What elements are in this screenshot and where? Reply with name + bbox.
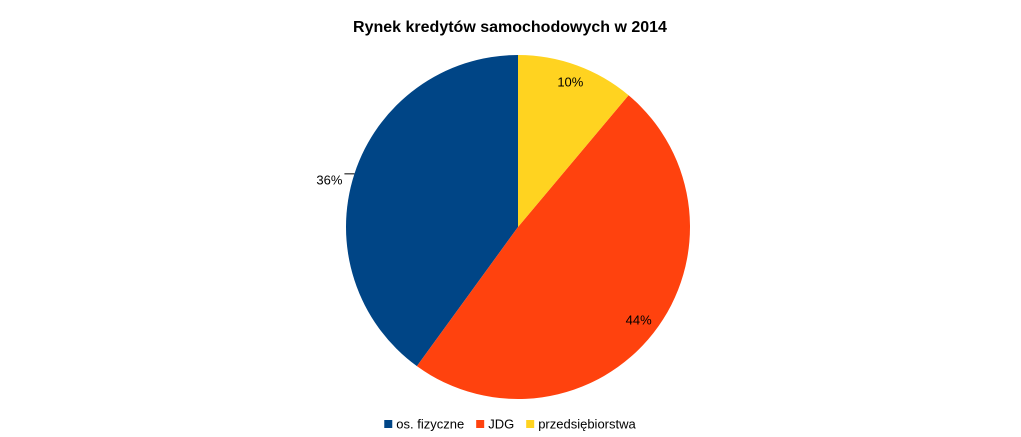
pie-slice xyxy=(518,55,629,227)
data-label: 44% xyxy=(626,313,652,328)
legend-label: JDG xyxy=(488,416,514,431)
legend-swatch xyxy=(476,420,485,428)
legend-swatch xyxy=(384,420,393,428)
data-label: 10% xyxy=(557,75,583,90)
chart-title: Rynek kredytów samochodowych w 2014 xyxy=(353,19,667,36)
pie-slice xyxy=(416,95,690,399)
legend-label: os. fizyczne xyxy=(396,416,464,431)
data-label: 36% xyxy=(316,172,342,187)
legend: os. fizyczne JDG przedsiębiorstwa xyxy=(384,416,637,431)
pie-slice xyxy=(346,55,518,367)
legend-swatch xyxy=(526,420,535,428)
legend-label: przedsiębiorstwa xyxy=(538,416,636,431)
